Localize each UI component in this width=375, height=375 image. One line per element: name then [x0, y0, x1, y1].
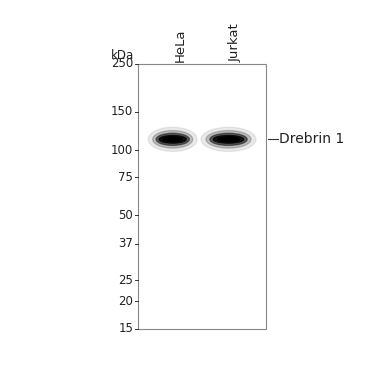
- Text: 150: 150: [111, 105, 133, 118]
- Text: 15: 15: [118, 322, 133, 335]
- Text: HeLa: HeLa: [173, 29, 186, 62]
- Bar: [138, 64, 266, 328]
- Text: 37: 37: [118, 237, 133, 250]
- Ellipse shape: [210, 133, 247, 146]
- Text: 100: 100: [111, 144, 133, 156]
- Ellipse shape: [206, 130, 251, 148]
- Ellipse shape: [156, 133, 189, 146]
- Ellipse shape: [218, 137, 239, 142]
- Text: 50: 50: [118, 209, 133, 222]
- Text: 250: 250: [111, 57, 133, 70]
- Text: Drebrin 1: Drebrin 1: [279, 132, 345, 146]
- Ellipse shape: [148, 127, 197, 152]
- Ellipse shape: [159, 135, 186, 143]
- Text: Jurkat: Jurkat: [228, 24, 242, 62]
- Text: 75: 75: [118, 171, 133, 184]
- Text: 20: 20: [118, 295, 133, 308]
- Ellipse shape: [163, 137, 182, 142]
- Text: kDa: kDa: [111, 49, 134, 62]
- Ellipse shape: [213, 135, 244, 143]
- Text: 25: 25: [118, 274, 133, 287]
- Ellipse shape: [153, 130, 193, 148]
- Ellipse shape: [201, 127, 256, 152]
